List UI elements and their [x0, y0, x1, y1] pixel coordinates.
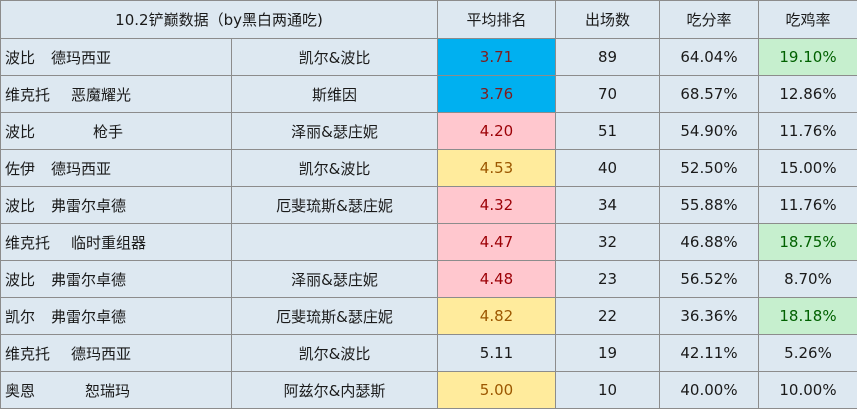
avg-rank-cell: 4.48: [438, 261, 556, 298]
core-piece: 恶魔耀光: [71, 84, 131, 105]
win-rate-cell: 18.18%: [759, 298, 857, 335]
core-piece: 德玛西亚: [71, 343, 131, 364]
avg-rank-cell: 4.47: [438, 224, 556, 261]
core-piece: 弗雷尔卓德: [51, 306, 126, 327]
games-cell: 22: [556, 298, 660, 335]
avg-rank-cell: 4.82: [438, 298, 556, 335]
table-row: 佐伊 德玛西亚 凯尔&波比 4.53 40 52.50% 15.00%: [1, 150, 857, 187]
header-games: 出场数: [556, 1, 660, 39]
games-cell: 89: [556, 39, 660, 76]
lineup-name-cell: 奥恩 恕瑞玛: [1, 372, 232, 409]
carry-hero: 维克托: [5, 84, 71, 105]
score-rate-cell: 46.88%: [660, 224, 759, 261]
table-row: 奥恩 恕瑞玛 阿兹尔&内瑟斯 5.00 10 40.00% 10.00%: [1, 372, 857, 409]
comp-cell: 泽丽&瑟庄妮: [232, 113, 438, 150]
comp-cell: 泽丽&瑟庄妮: [232, 261, 438, 298]
avg-rank-cell: 3.76: [438, 76, 556, 113]
lineup-name-cell: 波比 弗雷尔卓德: [1, 261, 232, 298]
comp-cell: 厄斐琉斯&瑟庄妮: [232, 187, 438, 224]
score-rate-cell: 52.50%: [660, 150, 759, 187]
table-row: 波比 弗雷尔卓德 厄斐琉斯&瑟庄妮 4.32 34 55.88% 11.76%: [1, 187, 857, 224]
games-cell: 70: [556, 76, 660, 113]
carry-hero: 维克托: [5, 343, 71, 364]
avg-rank-cell: 5.00: [438, 372, 556, 409]
carry-hero: 维克托: [5, 232, 71, 253]
score-rate-cell: 64.04%: [660, 39, 759, 76]
carry-hero: 波比: [5, 195, 51, 216]
comp-cell: 凯尔&波比: [232, 150, 438, 187]
games-cell: 19: [556, 335, 660, 372]
games-cell: 10: [556, 372, 660, 409]
carry-hero: 佐伊: [5, 158, 51, 179]
win-rate-cell: 8.70%: [759, 261, 857, 298]
table-row: 波比 弗雷尔卓德 泽丽&瑟庄妮 4.48 23 56.52% 8.70%: [1, 261, 857, 298]
carry-hero: 波比: [5, 269, 51, 290]
table-row: 维克托 德玛西亚 凯尔&波比 5.11 19 42.11% 5.26%: [1, 335, 857, 372]
lineup-name-cell: 维克托 恶魔耀光: [1, 76, 232, 113]
lineup-name-cell: 凯尔 弗雷尔卓德: [1, 298, 232, 335]
lineup-name-cell: 波比 德玛西亚: [1, 39, 232, 76]
avg-rank-cell: 5.11: [438, 335, 556, 372]
score-rate-cell: 55.88%: [660, 187, 759, 224]
avg-rank-cell: 4.32: [438, 187, 556, 224]
win-rate-cell: 15.00%: [759, 150, 857, 187]
score-rate-cell: 36.36%: [660, 298, 759, 335]
avg-rank-cell: 3.71: [438, 39, 556, 76]
games-cell: 51: [556, 113, 660, 150]
score-rate-cell: 42.11%: [660, 335, 759, 372]
table-row: 波比 德玛西亚 凯尔&波比 3.71 89 64.04% 19.10%: [1, 39, 857, 76]
win-rate-cell: 10.00%: [759, 372, 857, 409]
games-cell: 32: [556, 224, 660, 261]
core-piece: 德玛西亚: [51, 158, 111, 179]
header-row: 10.2铲巅数据（by黑白两通吃) 平均排名 出场数 吃分率 吃鸡率: [1, 1, 857, 39]
core-piece: 弗雷尔卓德: [51, 269, 126, 290]
win-rate-cell: 12.86%: [759, 76, 857, 113]
core-piece: 德玛西亚: [51, 47, 111, 68]
table-title: 10.2铲巅数据（by黑白两通吃): [1, 1, 438, 39]
win-rate-cell: 5.26%: [759, 335, 857, 372]
win-rate-cell: 11.76%: [759, 113, 857, 150]
comp-cell: [232, 224, 438, 261]
table-row: 凯尔 弗雷尔卓德 厄斐琉斯&瑟庄妮 4.82 22 36.36% 18.18%: [1, 298, 857, 335]
comp-cell: 凯尔&波比: [232, 335, 438, 372]
lineup-name-cell: 波比 弗雷尔卓德: [1, 187, 232, 224]
comp-cell: 斯维因: [232, 76, 438, 113]
header-win-rate: 吃鸡率: [759, 1, 857, 39]
lineup-name-cell: 维克托 德玛西亚: [1, 335, 232, 372]
score-rate-cell: 40.00%: [660, 372, 759, 409]
comp-cell: 厄斐琉斯&瑟庄妮: [232, 298, 438, 335]
lineup-name-cell: 波比 枪手: [1, 113, 232, 150]
core-piece: 恕瑞玛: [85, 380, 130, 401]
games-cell: 34: [556, 187, 660, 224]
header-avg-rank: 平均排名: [438, 1, 556, 39]
table-row: 波比 枪手 泽丽&瑟庄妮 4.20 51 54.90% 11.76%: [1, 113, 857, 150]
win-rate-cell: 19.10%: [759, 39, 857, 76]
core-piece: 枪手: [93, 121, 123, 142]
games-cell: 40: [556, 150, 660, 187]
carry-hero: 波比: [5, 47, 51, 68]
core-piece: 临时重组器: [71, 232, 146, 253]
score-rate-cell: 68.57%: [660, 76, 759, 113]
games-cell: 23: [556, 261, 660, 298]
carry-hero: 奥恩: [5, 380, 85, 401]
avg-rank-cell: 4.53: [438, 150, 556, 187]
carry-hero: 波比: [5, 121, 93, 142]
header-score-rate: 吃分率: [660, 1, 759, 39]
table-row: 维克托 临时重组器 4.47 32 46.88% 18.75%: [1, 224, 857, 261]
table-row: 维克托 恶魔耀光 斯维因 3.76 70 68.57% 12.86%: [1, 76, 857, 113]
carry-hero: 凯尔: [5, 306, 51, 327]
score-rate-cell: 54.90%: [660, 113, 759, 150]
lineup-name-cell: 佐伊 德玛西亚: [1, 150, 232, 187]
lineup-name-cell: 维克托 临时重组器: [1, 224, 232, 261]
score-rate-cell: 56.52%: [660, 261, 759, 298]
win-rate-cell: 11.76%: [759, 187, 857, 224]
core-piece: 弗雷尔卓德: [51, 195, 126, 216]
avg-rank-cell: 4.20: [438, 113, 556, 150]
win-rate-cell: 18.75%: [759, 224, 857, 261]
comp-cell: 凯尔&波比: [232, 39, 438, 76]
comp-cell: 阿兹尔&内瑟斯: [232, 372, 438, 409]
